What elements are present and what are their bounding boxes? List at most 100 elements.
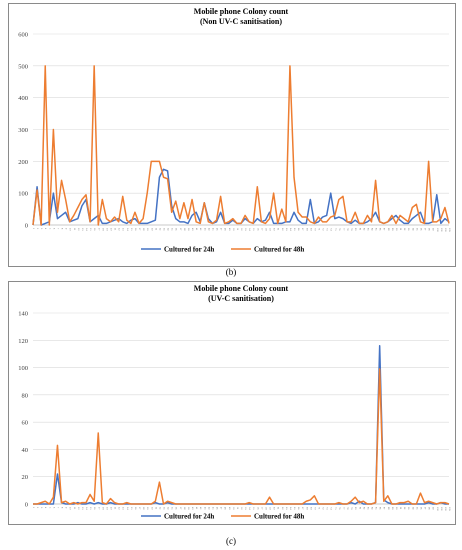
x-tick-label: 16 bbox=[93, 507, 96, 510]
x-tick-label: 103 bbox=[448, 507, 451, 511]
x-tick-label: 71 bbox=[317, 228, 320, 231]
x-tick-label: 60 bbox=[273, 228, 276, 231]
x-tick-label: 35 bbox=[171, 228, 174, 231]
x-tick-label: 29 bbox=[146, 228, 149, 231]
x-tick-label: 26 bbox=[134, 507, 137, 510]
x-tick-label: 63 bbox=[285, 507, 288, 510]
x-tick-label: 12 bbox=[77, 228, 80, 231]
x-tick-label: 92 bbox=[403, 507, 406, 510]
x-tick-label: 102 bbox=[444, 507, 447, 511]
x-tick-label: 11 bbox=[73, 507, 76, 510]
series-line-2 bbox=[33, 368, 450, 505]
x-tick-label: 78 bbox=[346, 507, 349, 510]
x-tick-label: 8 bbox=[61, 228, 64, 230]
x-tick-label: 76 bbox=[338, 507, 341, 510]
x-tick-label: 31 bbox=[154, 507, 157, 510]
x-tick-label: 85 bbox=[375, 507, 378, 510]
x-tick-label: 43 bbox=[203, 228, 206, 231]
x-tick-label: 10 bbox=[69, 228, 72, 231]
x-tick-label: 16 bbox=[93, 228, 96, 231]
x-tick-label: 41 bbox=[195, 228, 198, 231]
x-tick-label: 87 bbox=[383, 507, 386, 510]
x-tick-label: 101 bbox=[440, 228, 443, 232]
chart-title: Mobile phone Colony count bbox=[194, 284, 289, 293]
x-tick-label: 30 bbox=[150, 507, 153, 510]
x-tick-label: 95 bbox=[415, 228, 418, 231]
x-tick-label: 45 bbox=[211, 507, 214, 510]
x-tick-label: 7 bbox=[56, 507, 59, 509]
x-tick-label: 40 bbox=[191, 507, 194, 510]
x-tick-label: 33 bbox=[163, 228, 166, 231]
x-tick-label: 61 bbox=[277, 507, 280, 510]
x-tick-label: 19 bbox=[105, 228, 108, 231]
x-tick-label: 101 bbox=[440, 507, 443, 511]
x-tick-label: 25 bbox=[130, 228, 133, 231]
x-tick-label: 52 bbox=[240, 228, 243, 231]
x-tick-label: 46 bbox=[216, 228, 219, 231]
x-tick-label: 64 bbox=[289, 507, 292, 510]
y-tick-label: 100 bbox=[18, 191, 28, 198]
x-tick-label: 83 bbox=[366, 507, 369, 510]
x-tick-label: 34 bbox=[167, 228, 170, 231]
x-tick-label: 21 bbox=[114, 507, 117, 510]
x-tick-label: 3 bbox=[40, 228, 43, 230]
x-tick-label: 88 bbox=[387, 228, 390, 231]
x-tick-label: 33 bbox=[163, 507, 166, 510]
chart-subtitle: (UV-C sanitisation) bbox=[208, 294, 274, 303]
x-tick-label: 54 bbox=[248, 228, 251, 231]
x-tick-label: 11 bbox=[73, 228, 76, 231]
x-tick-label: 27 bbox=[138, 228, 141, 231]
x-tick-label: 72 bbox=[322, 507, 325, 510]
x-tick-label: 97 bbox=[424, 228, 427, 231]
x-tick-label: 92 bbox=[403, 228, 406, 231]
x-tick-label: 39 bbox=[187, 228, 190, 231]
y-tick-label: 100 bbox=[18, 365, 28, 372]
x-tick-label: 78 bbox=[346, 228, 349, 231]
x-tick-label: 91 bbox=[399, 507, 402, 510]
x-tick-label: 74 bbox=[330, 507, 333, 510]
x-tick-label: 1 bbox=[32, 507, 35, 509]
x-tick-label: 24 bbox=[126, 507, 129, 510]
x-tick-label: 80 bbox=[354, 507, 357, 510]
x-tick-label: 95 bbox=[415, 507, 418, 510]
x-tick-label: 66 bbox=[297, 507, 300, 510]
x-tick-label: 18 bbox=[101, 507, 104, 510]
x-tick-label: 56 bbox=[256, 507, 259, 510]
x-tick-label: 2 bbox=[36, 228, 39, 230]
x-tick-label: 68 bbox=[305, 507, 308, 510]
x-tick-label: 40 bbox=[191, 228, 194, 231]
x-tick-label: 57 bbox=[260, 228, 263, 231]
x-tick-label: 98 bbox=[428, 228, 431, 231]
x-tick-label: 42 bbox=[199, 507, 202, 510]
x-tick-label: 66 bbox=[297, 228, 300, 231]
x-tick-label: 54 bbox=[248, 507, 251, 510]
x-tick-label: 19 bbox=[105, 507, 108, 510]
x-tick-label: 28 bbox=[142, 228, 145, 231]
x-tick-label: 62 bbox=[281, 228, 284, 231]
colony-count-chart-uvc: Mobile phone Colony count(UV-C sanitisat… bbox=[18, 284, 451, 521]
x-tick-label: 82 bbox=[362, 507, 365, 510]
x-tick-label: 83 bbox=[366, 228, 369, 231]
x-tick-label: 27 bbox=[138, 507, 141, 510]
chart-panel-c: Mobile phone Colony count (UV-C sanitisat… bbox=[8, 281, 456, 525]
x-tick-label: 38 bbox=[183, 507, 186, 510]
chart-subtitle: (Non UV-C sanitisation) bbox=[200, 17, 282, 26]
y-tick-label: 20 bbox=[22, 474, 29, 481]
x-tick-label: 46 bbox=[216, 507, 219, 510]
x-tick-label: 37 bbox=[179, 507, 182, 510]
x-tick-label: 70 bbox=[313, 507, 316, 510]
x-tick-label: 17 bbox=[97, 228, 100, 231]
x-tick-label: 96 bbox=[419, 507, 422, 510]
x-tick-label: 5 bbox=[48, 507, 51, 509]
x-tick-label: 52 bbox=[240, 507, 243, 510]
x-tick-label: 6 bbox=[52, 507, 55, 509]
x-tick-label: 48 bbox=[224, 228, 227, 231]
x-tick-label: 9 bbox=[65, 228, 68, 230]
x-tick-label: 65 bbox=[293, 228, 296, 231]
x-tick-label: 49 bbox=[228, 507, 231, 510]
x-tick-label: 100 bbox=[436, 228, 439, 232]
x-tick-label: 14 bbox=[85, 507, 88, 510]
x-tick-label: 58 bbox=[264, 228, 267, 231]
x-tick-label: 60 bbox=[273, 507, 276, 510]
x-tick-label: 98 bbox=[428, 507, 431, 510]
